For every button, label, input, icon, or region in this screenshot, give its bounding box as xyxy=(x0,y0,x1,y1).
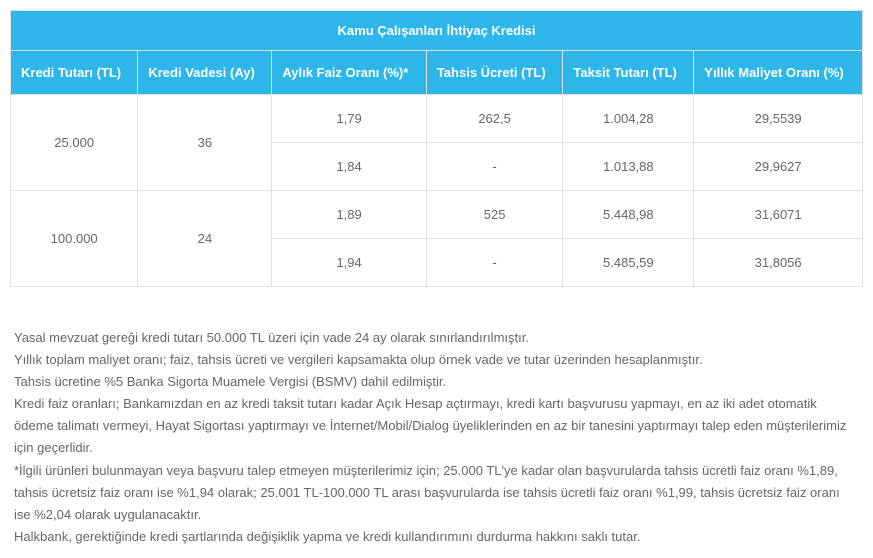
col-header-annual: Yıllık Maliyet Oranı (%) xyxy=(694,51,863,95)
cell-installment: 1.004,28 xyxy=(563,95,694,143)
footnote-line: Kredi faiz oranları; Bankamızdan en az k… xyxy=(14,393,859,459)
cell-rate: 1,84 xyxy=(272,143,426,191)
col-header-amount: Kredi Tutarı (TL) xyxy=(11,51,138,95)
cell-installment: 5.485,59 xyxy=(563,239,694,287)
cell-rate: 1,94 xyxy=(272,239,426,287)
cell-installment: 5.448,98 xyxy=(563,191,694,239)
cell-fee: - xyxy=(426,143,563,191)
col-header-fee: Tahsis Ücreti (TL) xyxy=(426,51,563,95)
col-header-installment: Taksit Tutarı (TL) xyxy=(563,51,694,95)
loan-rates-table: Kamu Çalışanları İhtiyaç Kredisi Kredi T… xyxy=(10,10,863,287)
cell-amount: 25.000 xyxy=(11,95,138,191)
cell-fee: - xyxy=(426,239,563,287)
col-header-rate: Aylık Faiz Oranı (%)* xyxy=(272,51,426,95)
footnote-line: Yasal mevzuat gereği kredi tutarı 50.000… xyxy=(14,327,859,349)
cell-annual: 31,8056 xyxy=(694,239,863,287)
table-row: 25.000 36 1,79 262,5 1.004,28 29,5539 xyxy=(11,95,863,143)
cell-amount: 100.000 xyxy=(11,191,138,287)
footnote-line: Halkbank, gerektiğinde kredi şartlarında… xyxy=(14,526,859,548)
cell-annual: 29,5539 xyxy=(694,95,863,143)
cell-term: 36 xyxy=(138,95,272,191)
footnote-line: Tahsis ücretine %5 Banka Sigorta Muamele… xyxy=(14,371,859,393)
cell-rate: 1,89 xyxy=(272,191,426,239)
footnotes-block: Yasal mevzuat gereği kredi tutarı 50.000… xyxy=(10,327,863,548)
col-header-term: Kredi Vadesi (Ay) xyxy=(138,51,272,95)
cell-term: 24 xyxy=(138,191,272,287)
cell-annual: 31,6071 xyxy=(694,191,863,239)
cell-installment: 1.013,88 xyxy=(563,143,694,191)
table-title: Kamu Çalışanları İhtiyaç Kredisi xyxy=(11,11,863,51)
cell-fee: 525 xyxy=(426,191,563,239)
footnote-line: Yıllık toplam maliyet oranı; faiz, tahsi… xyxy=(14,349,859,371)
cell-rate: 1,79 xyxy=(272,95,426,143)
footnote-line: *İlgili ürünleri bulunmayan veya başvuru… xyxy=(14,460,859,526)
table-row: 100.000 24 1,89 525 5.448,98 31,6071 xyxy=(11,191,863,239)
cell-fee: 262,5 xyxy=(426,95,563,143)
cell-annual: 29,9627 xyxy=(694,143,863,191)
